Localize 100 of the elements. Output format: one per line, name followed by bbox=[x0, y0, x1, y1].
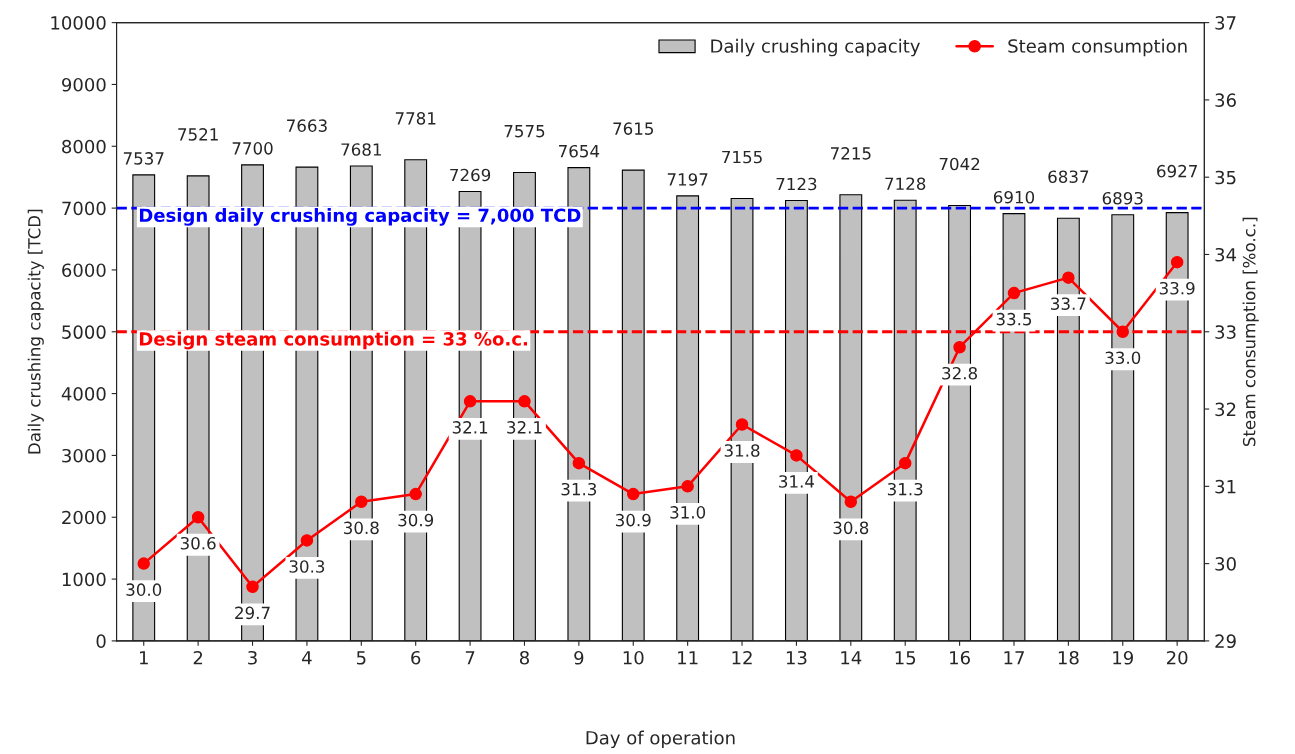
x-tick-label: 8 bbox=[519, 650, 529, 665]
data-label: 32.1 bbox=[452, 421, 488, 434]
x-tick-label: 1 bbox=[139, 651, 148, 665]
x-tick-label: 6 bbox=[411, 650, 421, 665]
data-label: 7681 bbox=[341, 143, 381, 156]
point bbox=[844, 495, 858, 509]
x-tick-label: 9 bbox=[574, 650, 584, 665]
y2-tick-label: 31 bbox=[1215, 479, 1236, 494]
y-tick-label: 1000 bbox=[62, 572, 106, 587]
point bbox=[1007, 286, 1021, 300]
data-label: 33.5 bbox=[996, 312, 1032, 326]
y-tick-label: 4000 bbox=[61, 387, 106, 401]
point bbox=[790, 449, 803, 462]
data-label: 30.8 bbox=[833, 521, 869, 535]
data-label: 7155 bbox=[722, 150, 762, 164]
data-label: 7663 bbox=[287, 119, 327, 132]
y2-tick-label: 36 bbox=[1215, 93, 1236, 108]
data-label: 7128 bbox=[885, 177, 926, 191]
data-label: 7215 bbox=[830, 147, 871, 160]
point bbox=[572, 456, 586, 470]
point bbox=[300, 534, 314, 547]
y-tick-label: 3000 bbox=[62, 448, 106, 463]
point bbox=[1170, 255, 1184, 269]
y2-tick-label: 35 bbox=[1215, 170, 1236, 185]
data-label: 7781 bbox=[395, 112, 436, 125]
y2-tick-label: 34 bbox=[1215, 247, 1237, 262]
data-label: 31.4 bbox=[779, 475, 815, 488]
data-label: 32.1 bbox=[507, 421, 542, 434]
y2-tick-label: 29 bbox=[1215, 634, 1236, 649]
x-axis-title: Day of operation bbox=[586, 730, 735, 749]
data-label: 7269 bbox=[450, 168, 491, 182]
x-tick-label: 5 bbox=[356, 651, 366, 665]
y2-tick-label: 32 bbox=[1215, 402, 1236, 417]
x-tick-label: 11 bbox=[678, 651, 698, 665]
data-label: 30.8 bbox=[344, 521, 379, 535]
data-label: 7521 bbox=[178, 128, 218, 141]
legend-label: Steam consumption bbox=[1008, 38, 1187, 57]
y-tick-label: 8000 bbox=[62, 139, 106, 154]
point bbox=[627, 487, 640, 501]
point bbox=[1062, 271, 1075, 284]
data-label: 7654 bbox=[559, 144, 600, 158]
x-tick-label: 19 bbox=[1113, 650, 1133, 665]
y2-tick-label: 37 bbox=[1215, 16, 1236, 30]
data-label: 31.3 bbox=[887, 482, 923, 496]
point bbox=[735, 418, 749, 431]
data-label: 6837 bbox=[1048, 170, 1089, 184]
data-label: 6910 bbox=[993, 190, 1035, 204]
y2-tick-label: 30 bbox=[1215, 557, 1236, 571]
data-label: 6927 bbox=[1157, 164, 1197, 178]
x-tick-label: 14 bbox=[841, 651, 862, 665]
y-tick-label: 6000 bbox=[62, 263, 106, 278]
point bbox=[246, 580, 259, 594]
y2-tick-label: 33 bbox=[1215, 325, 1236, 339]
point bbox=[1116, 325, 1130, 339]
y2-axis-title: Steam consumption [%o.c.] bbox=[1242, 217, 1259, 447]
data-label: 7123 bbox=[776, 177, 817, 191]
data-label: 7197 bbox=[667, 173, 708, 186]
x-tick-label: 18 bbox=[1058, 650, 1079, 665]
x-tick-label: 17 bbox=[1004, 651, 1024, 665]
data-label: 7537 bbox=[123, 152, 164, 165]
y-tick-label: 7000 bbox=[62, 201, 106, 216]
x-tick-label: 10 bbox=[623, 650, 644, 665]
ref-line-label: Design steam consumption = 33 %o.c. bbox=[139, 331, 528, 350]
data-label: 7575 bbox=[504, 124, 545, 138]
legend-label: Daily crushing capacity bbox=[711, 38, 920, 57]
x-tick-label: 13 bbox=[786, 650, 807, 665]
y-tick-label: 5000 bbox=[62, 325, 106, 339]
data-label: 33.7 bbox=[1051, 297, 1086, 311]
y-axis-title: Daily crushing capacity [TCD] bbox=[27, 209, 44, 454]
x-tick-label: 7 bbox=[465, 651, 475, 665]
y-tick-label: 2000 bbox=[62, 510, 106, 525]
x-tick-label: 12 bbox=[732, 650, 752, 665]
point bbox=[681, 480, 694, 493]
x-tick-label: 15 bbox=[895, 651, 916, 665]
point bbox=[409, 487, 422, 501]
data-label: 31.3 bbox=[561, 482, 597, 496]
point bbox=[898, 456, 912, 470]
data-label: 32.8 bbox=[942, 366, 978, 380]
data-label: 30.6 bbox=[180, 536, 216, 550]
data-label: 30.9 bbox=[615, 513, 651, 527]
data-label: 31.0 bbox=[670, 506, 706, 519]
point bbox=[355, 495, 368, 509]
data-label: 30.3 bbox=[289, 560, 325, 573]
data-label: 7700 bbox=[232, 142, 273, 155]
point bbox=[518, 395, 531, 408]
x-tick-label: 4 bbox=[302, 651, 312, 665]
x-tick-label: 2 bbox=[193, 650, 203, 665]
data-label: 33.0 bbox=[1105, 351, 1141, 365]
data-label: 30.9 bbox=[398, 513, 434, 527]
data-label: 7042 bbox=[939, 157, 980, 171]
data-label: 33.9 bbox=[1159, 281, 1195, 295]
point bbox=[137, 557, 150, 570]
data-label: 30.0 bbox=[126, 583, 162, 596]
ref-line-label: Design daily crushing capacity = 7,000 TCD bbox=[139, 208, 581, 226]
data-label: 31.8 bbox=[724, 444, 760, 457]
point bbox=[953, 340, 966, 354]
y-tick-label: 10000 bbox=[51, 16, 106, 30]
y-tick-label: 9000 bbox=[62, 77, 106, 92]
data-label: 7615 bbox=[613, 122, 654, 135]
x-tick-label: 3 bbox=[248, 650, 257, 665]
